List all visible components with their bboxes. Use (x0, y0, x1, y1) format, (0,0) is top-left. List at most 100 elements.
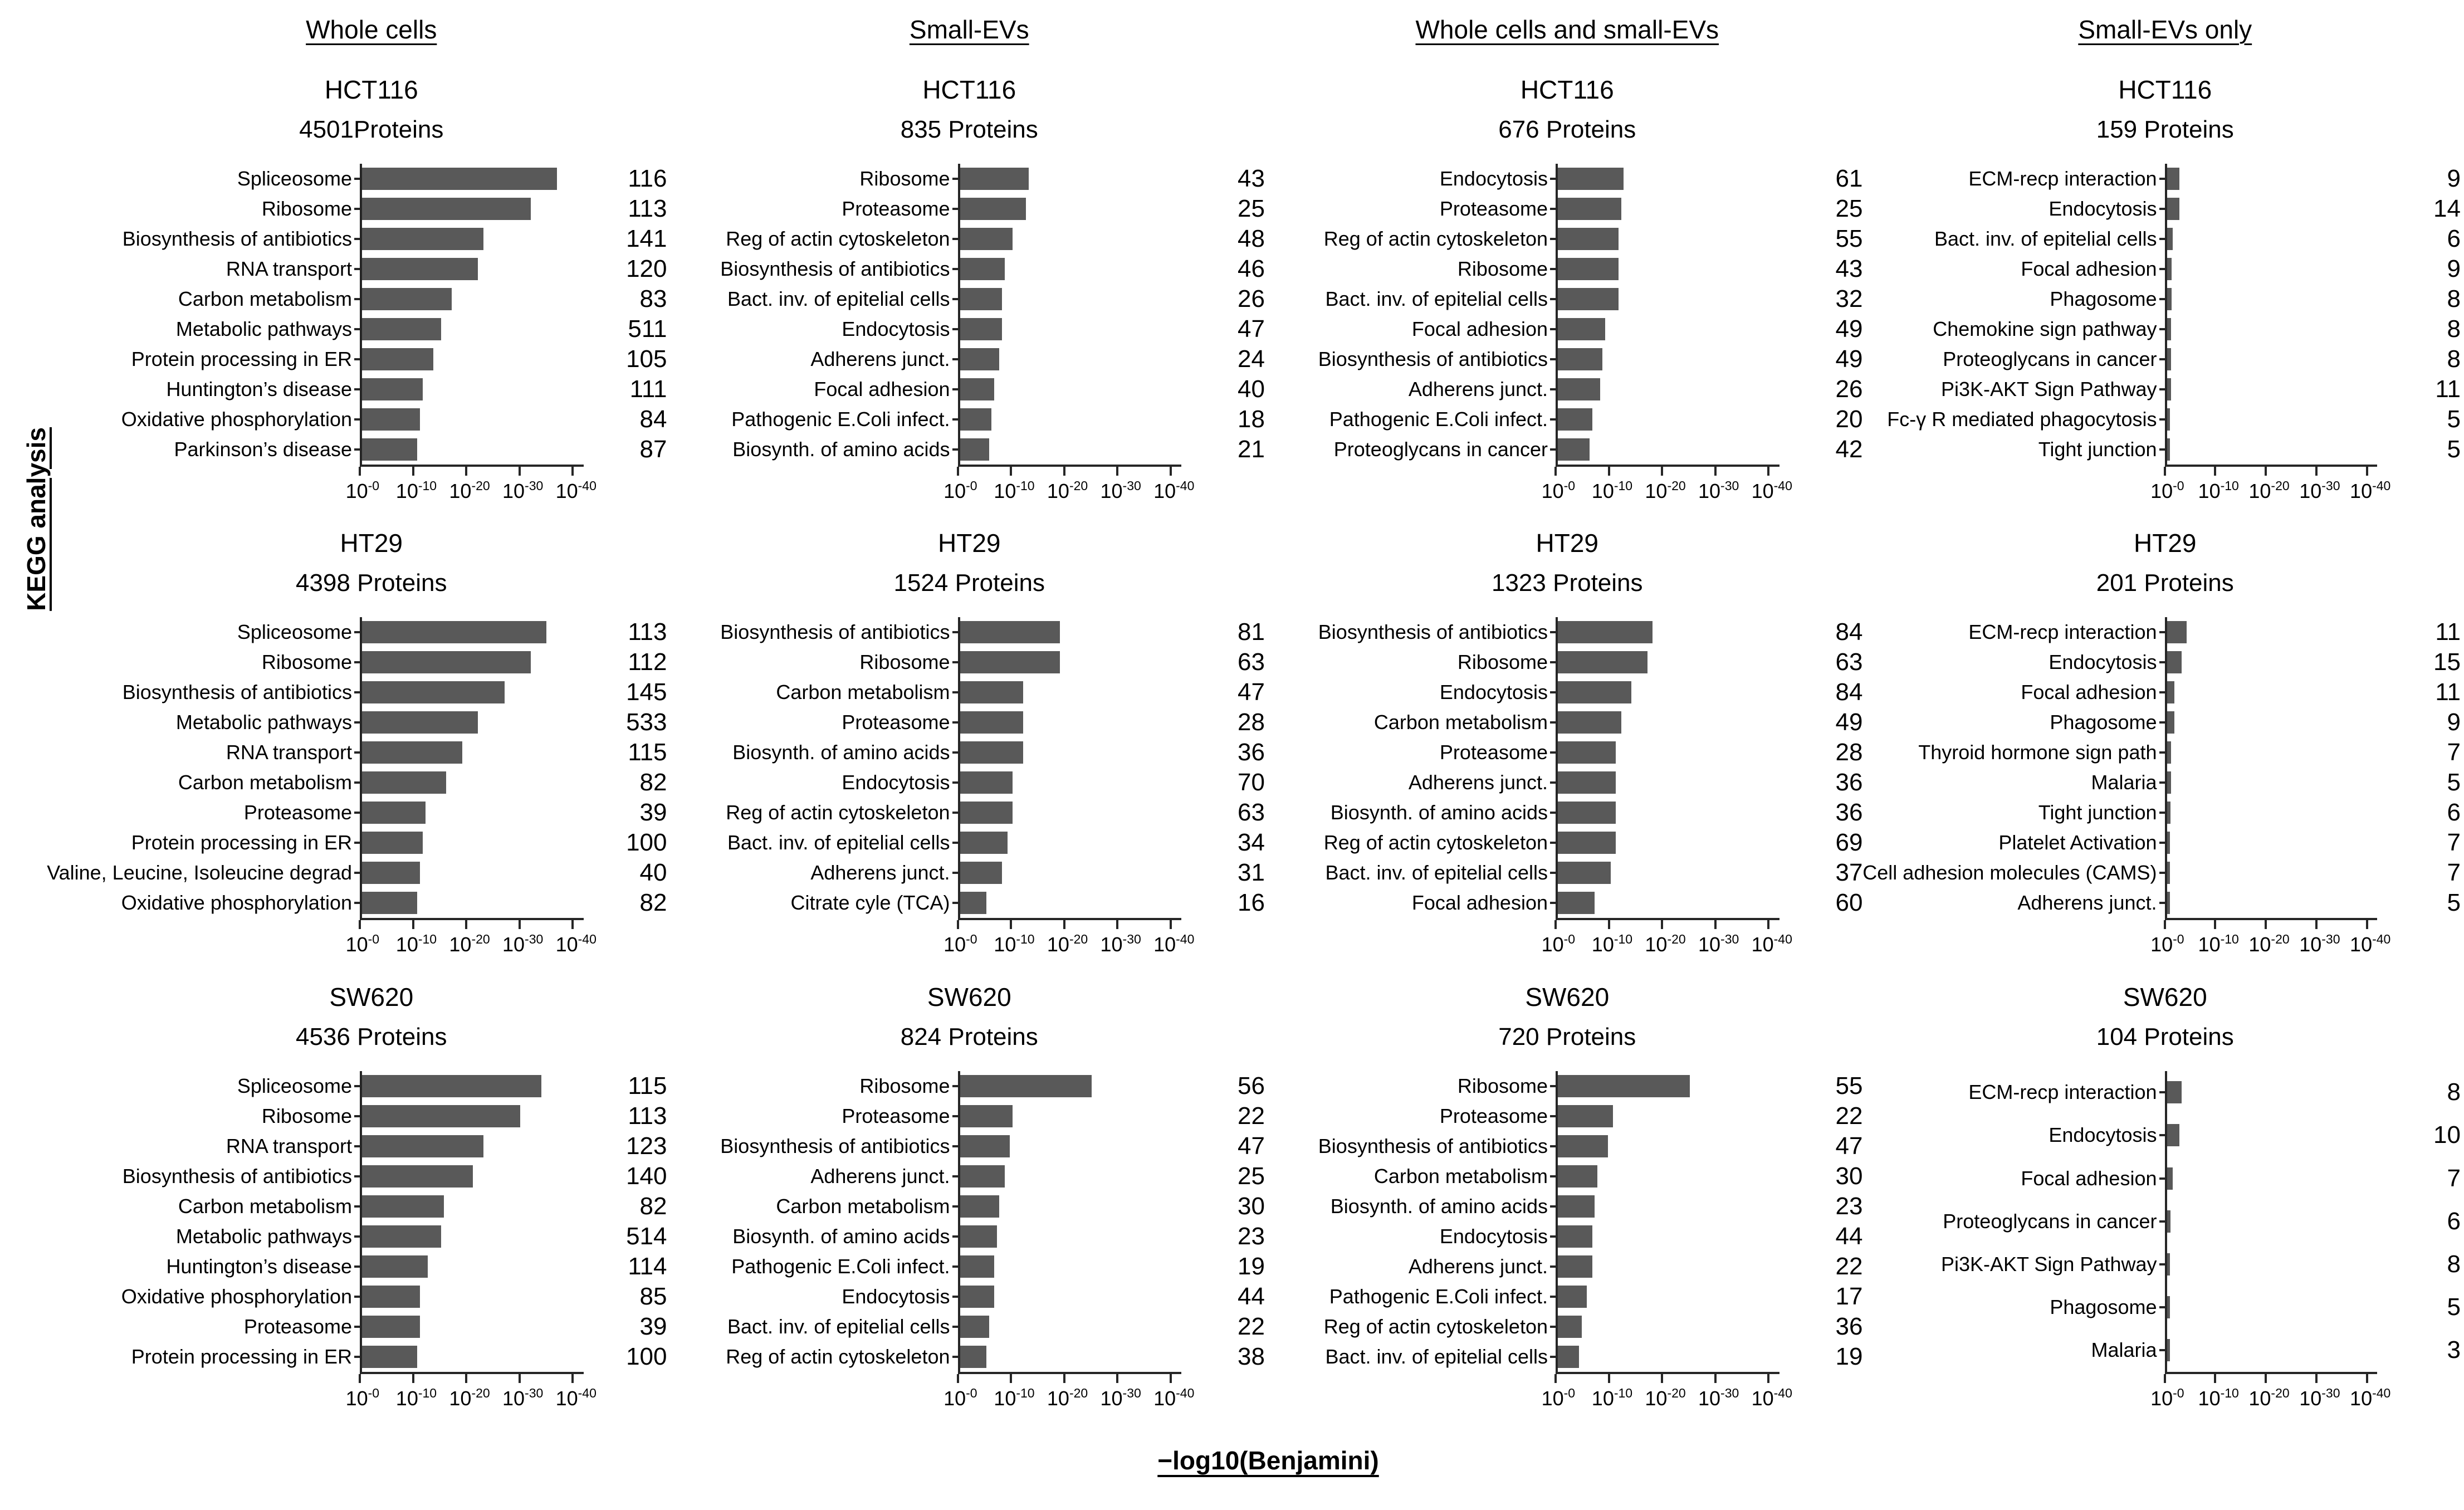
x-tick-exponent: -40 (1773, 1385, 1792, 1400)
bar-value-label: 9 (2447, 165, 2461, 192)
x-tick-mantissa: 10 (449, 1386, 472, 1410)
bar-value-label: 5 (2447, 889, 2461, 917)
x-tick-exponent: -40 (578, 1385, 597, 1400)
pathway-label: Adherens junct. (810, 861, 950, 885)
x-tick-exponent: -30 (525, 478, 544, 493)
pathway-label: Biosynthesis of antibiotics (1318, 1134, 1548, 1157)
x-tick-exponent: -30 (525, 1385, 544, 1400)
bar-track (354, 404, 584, 434)
bar-value-label: 34 (1238, 829, 1265, 857)
bar-track (354, 737, 584, 768)
bar-track (1550, 858, 1779, 888)
x-tick (1554, 1374, 1557, 1383)
bar-row: Endocytosis 10 (1870, 1113, 2461, 1157)
x-axis-spacer (1272, 465, 1556, 518)
bar-track (2159, 1200, 2378, 1243)
bar-value-label: 8 (2447, 1250, 2461, 1278)
pathway-label: RNA transport (226, 1134, 352, 1157)
bar-row: Valine, Leucine, Isoleucine degrad 40 (47, 858, 667, 888)
bar-track (952, 314, 1182, 344)
column-header-whole-cells-and-small-evs: Whole cells and small-EVs (1415, 15, 1719, 44)
pathway-label: Endocytosis (1439, 167, 1548, 190)
x-tick-mantissa: 10 (395, 1386, 418, 1410)
chart-cell-line-title: HCT116 (1520, 75, 1614, 104)
x-tick (1169, 920, 1172, 930)
x-tick-mantissa: 10 (1751, 480, 1774, 502)
bar-row: Tight junction 5 (1870, 434, 2461, 465)
x-tick-exponent: -40 (2372, 478, 2391, 493)
bar-value-label: 113 (628, 618, 667, 646)
x-tick (2265, 467, 2267, 476)
bar-row: Endocytosis 70 (674, 768, 1265, 798)
bar-value-label: 70 (1238, 769, 1265, 796)
bar (960, 651, 1060, 674)
bar-value-label: 25 (1238, 1162, 1265, 1190)
pathway-label: Ribosome (859, 167, 950, 190)
bar-row: Endocytosis 84 (1272, 677, 1863, 708)
pathway-label: Protein processing in ER (131, 831, 352, 854)
bar-value-label: 47 (1238, 315, 1265, 343)
x-tick (1010, 1374, 1013, 1383)
bar-value-label: 30 (1835, 1162, 1863, 1190)
bar-track (2159, 224, 2378, 254)
bar-row: Oxidative phosphorylation 82 (76, 888, 667, 918)
chart-cell-line-title: SW620 (1525, 982, 1610, 1011)
bar-row: Pathogenic E.Coli infect. 18 (674, 404, 1265, 434)
pathway-label: Spliceosome (237, 620, 352, 644)
x-tick-exponent: -30 (1122, 478, 1141, 493)
bar-track (354, 434, 584, 465)
bar-row: Biosynthesis of antibiotics 141 (76, 224, 667, 254)
pathway-label: Biosynth. of amino acids (732, 1224, 950, 1248)
x-axis-spacer (1870, 1372, 2165, 1425)
x-axis-line: 10-0 10-10 10-20 10-30 10-40 (1542, 1371, 1792, 1425)
x-tick-mantissa: 10 (555, 933, 578, 956)
bar (362, 681, 505, 704)
bar-track (354, 224, 584, 254)
bar-value-label: 40 (639, 859, 667, 887)
x-tick (2214, 1374, 2217, 1383)
bar-track (354, 344, 584, 374)
bar-track (1550, 194, 1779, 224)
bar-row: ECM-recp interaction 11 (1870, 617, 2461, 648)
bar-track (1550, 1251, 1779, 1282)
bar-track (952, 434, 1182, 465)
bar-value-label: 84 (1835, 678, 1863, 706)
bar (960, 802, 1013, 824)
bar-track (1550, 284, 1779, 314)
x-axis-spacer (674, 918, 958, 971)
x-tick-label: 10-30 (1698, 932, 1739, 956)
bar-row: Carbon metabolism 47 (674, 677, 1265, 708)
bar-track (952, 1281, 1182, 1312)
pathway-label: Proteoglycans in cancer (1333, 438, 1548, 461)
x-tick-exponent: -0 (966, 1385, 977, 1400)
x-tick-exponent: -20 (1667, 478, 1686, 493)
x-tick (1714, 467, 1717, 476)
x-tick-exponent: -0 (2173, 932, 2184, 947)
x-tick (956, 920, 959, 930)
pathway-label: Adherens junct. (2017, 891, 2157, 915)
bar-row: Proteasome 39 (76, 798, 667, 828)
bar-row: Proteasome 25 (674, 194, 1265, 224)
x-tick-mantissa: 10 (1698, 480, 1721, 502)
bar-track (952, 888, 1182, 918)
x-tick-mantissa: 10 (2299, 933, 2322, 956)
chart-sw620-3: SW620 720 Proteins Ribosome 55 Proteasome 22 B… (1268, 973, 1866, 1426)
x-tick-mantissa: 10 (2299, 480, 2322, 502)
bar-row: Protein processing in ER 100 (76, 1341, 667, 1372)
bar-value-label: 113 (628, 195, 667, 222)
bar (1558, 1255, 1592, 1278)
bar (362, 1345, 418, 1368)
x-tick-label: 10-30 (1100, 932, 1141, 956)
bar-row: Proteasome 28 (674, 707, 1265, 738)
bar-track (952, 1131, 1182, 1161)
bar-value-label: 140 (626, 1162, 667, 1190)
bar-row: Adherens junct. 22 (1272, 1251, 1863, 1282)
x-tick-label: 10-40 (1752, 932, 1792, 956)
bar-value-label: 39 (639, 1312, 667, 1340)
bar-row: Biosynth. of amino acids 36 (674, 737, 1265, 768)
bar-value-label: 112 (628, 648, 667, 676)
x-tick-label: 10-10 (396, 478, 437, 503)
bar-track (1550, 617, 1779, 648)
bar (1558, 1225, 1592, 1248)
x-tick-mantissa: 10 (2248, 480, 2271, 502)
